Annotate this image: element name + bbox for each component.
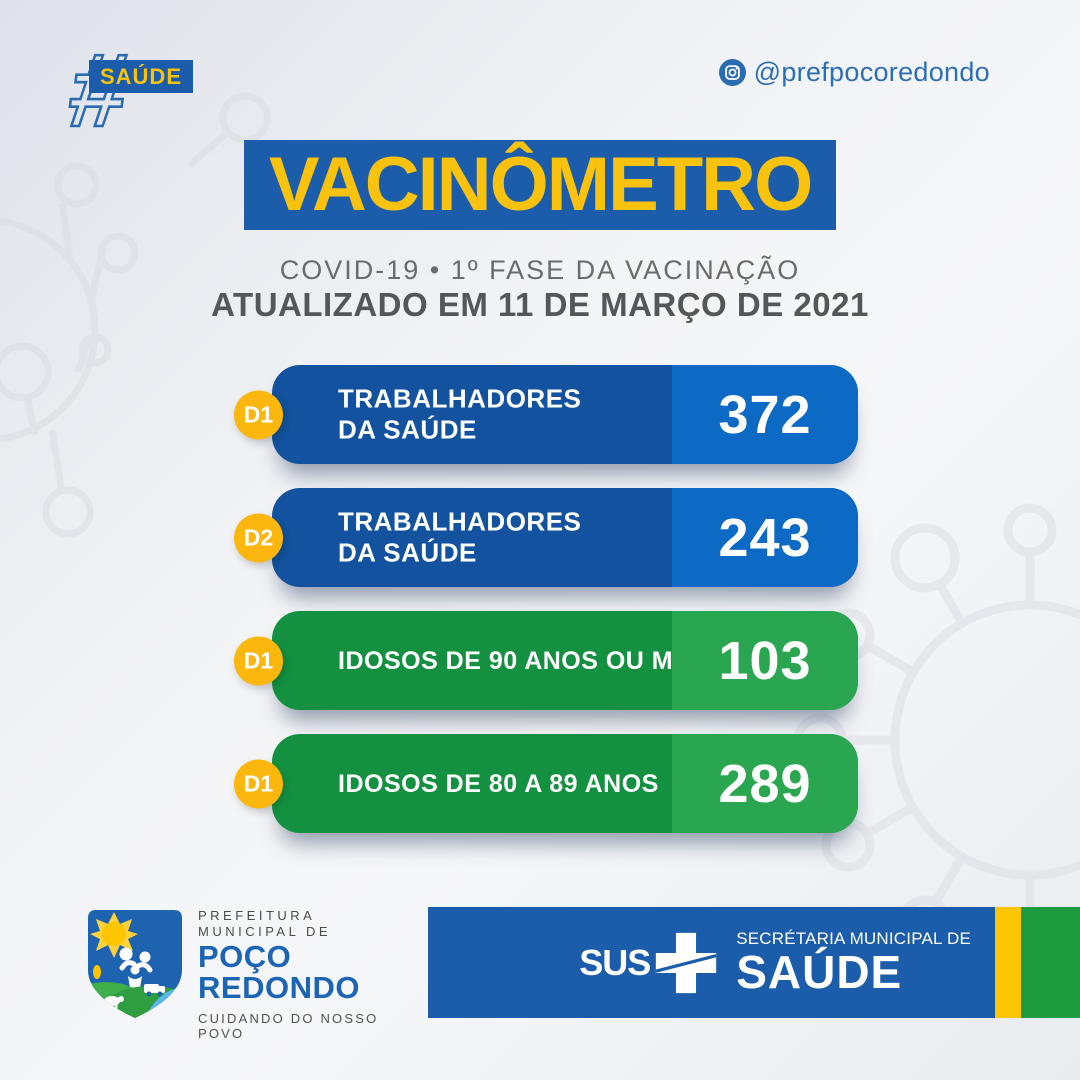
city-hall-logo: PREFEITURA MUNICIPAL DE POÇO REDONDO CUI… — [88, 908, 418, 1041]
saude-label-box: SAÚDE — [89, 60, 193, 93]
stat-label-line: IDOSOS DE 90 ANOS OU MAIS — [338, 646, 717, 675]
dose-badge-label: D1 — [243, 401, 274, 427]
brand-stripe-yellow — [995, 907, 1021, 1018]
stat-pill: TRABALHADORES DA SAÚDE 372 — [272, 365, 858, 464]
stat-label: IDOSOS DE 80 A 89 ANOS — [338, 768, 659, 799]
dose-badge-label: D1 — [243, 770, 274, 796]
stat-pill: TRABALHADORES DA SAÚDE 243 — [272, 488, 858, 587]
hashtag-saude-logo: # SAÚDE — [58, 34, 228, 146]
city-slogan: CUIDANDO DO NOSSO POVO — [198, 1010, 379, 1041]
dose-badge: D1 — [234, 759, 283, 808]
stat-label: TRABALHADORES DA SAÚDE — [338, 383, 581, 446]
stat-label-line: DA SAÚDE — [338, 414, 477, 445]
city-hall-text: PREFEITURA MUNICIPAL DE POÇO REDONDO CUI… — [198, 908, 418, 1041]
stat-label: IDOSOS DE 90 ANOS OU MAIS — [338, 645, 716, 676]
city-name-2: REDONDO — [198, 970, 360, 1006]
sus-cross-icon — [655, 932, 717, 993]
title-banner: VACINÔMETRO — [244, 140, 836, 230]
city-name-1: POÇO — [198, 938, 292, 974]
page-title: VACINÔMETRO — [268, 142, 813, 227]
social-handle-text: @prefpocoredondo — [753, 57, 990, 87]
health-dept-text: SECRÉTARIA MUNICIPAL DE SAÚDE — [736, 929, 971, 996]
updated-date: ATUALIZADO EM 11 DE MARÇO DE 2021 — [211, 286, 869, 323]
stat-rows: TRABALHADORES DA SAÚDE 372 D1 TRABALHADO… — [234, 365, 858, 833]
stat-row-d2-trabalhadores: TRABALHADORES DA SAÚDE 243 D2 — [234, 488, 858, 587]
dose-badge-label: D2 — [243, 524, 274, 550]
saude-label: SAÚDE — [99, 63, 182, 89]
dose-badge: D1 — [234, 636, 283, 685]
dose-badge: D1 — [234, 390, 283, 439]
sus-logo: SUS — [579, 931, 718, 995]
instagram-icon — [718, 59, 746, 86]
stat-value: 243 — [672, 488, 858, 587]
stat-label-line: DA SAÚDE — [338, 537, 477, 568]
prefeitura-line-2: MUNICIPAL DE — [198, 924, 332, 940]
dept-name: SAÚDE — [736, 946, 903, 999]
city-shield-icon — [88, 910, 182, 1018]
dept-line: SECRÉTARIA MUNICIPAL DE — [736, 929, 971, 949]
dose-badge: D2 — [234, 513, 283, 562]
stat-label-line: TRABALHADORES — [338, 382, 582, 413]
stat-row-d1-idosos-80-89: IDOSOS DE 80 A 89 ANOS 289 D1 — [234, 734, 858, 833]
stat-label: TRABALHADORES DA SAÚDE — [338, 506, 581, 569]
stat-row-d1-idosos-90: IDOSOS DE 90 ANOS OU MAIS 103 D1 — [234, 611, 858, 710]
stat-label-line: TRABALHADORES — [338, 505, 582, 536]
brand-stripe-green — [1021, 907, 1080, 1018]
subtitle: COVID-19 • 1º FASE DA VACINAÇÃO — [279, 255, 801, 285]
prefeitura-line-1: PREFEITURA — [198, 908, 316, 923]
stat-value: 372 — [672, 365, 858, 464]
stat-row-d1-trabalhadores: TRABALHADORES DA SAÚDE 372 D1 — [234, 365, 858, 464]
stat-value: 103 — [672, 611, 858, 710]
stat-label-line: IDOSOS DE 80 A 89 ANOS — [338, 769, 659, 798]
stat-pill: IDOSOS DE 90 ANOS OU MAIS 103 — [272, 611, 858, 710]
dose-badge-label: D1 — [243, 647, 274, 673]
sus-label: SUS — [579, 941, 651, 983]
stat-pill: IDOSOS DE 80 A 89 ANOS 289 — [272, 734, 858, 833]
sus-saude-banner: SUS SECRÉTARIA MUNICIPAL DE SAÚDE — [428, 907, 995, 1018]
stat-value: 289 — [672, 734, 858, 833]
social-handle: @prefpocoredondo — [718, 57, 990, 88]
